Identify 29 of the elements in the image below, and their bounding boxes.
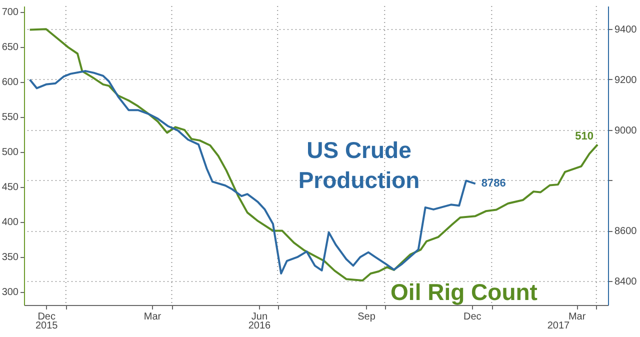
x-tick-label: Dec [38,312,56,322]
x2-tick-label: 2016 [248,320,272,332]
data-label: 8786 [481,178,506,190]
data-label: 510 [575,130,594,143]
y-tick-label: 650 [2,42,19,54]
y2-tick-label: 9400 [614,24,638,36]
x-tick-label: Sep [358,312,376,322]
y-tick-label: 500 [2,147,19,158]
y2-tick-label: 9000 [614,125,638,136]
series-label: Oil Rig Count [390,279,538,305]
x-tick-label: Dec [463,312,482,322]
y-tick-label: 600 [2,77,19,88]
x-tick-label: Mar [568,312,586,322]
y2-tick-label: 8600 [614,226,638,238]
y-tick-label: 400 [2,217,19,228]
y-tick-label: 550 [2,112,19,124]
y-tick-label: 350 [2,252,19,264]
x2-tick-label: 2015 [35,320,58,332]
x-tick-label: Mar [144,312,162,322]
y-tick-label: 300 [2,287,19,298]
y2-tick-label: 8400 [614,276,638,288]
y-tick-label: 450 [2,182,19,194]
series-label: US Crude Production [298,137,420,193]
line-series [28,28,599,282]
line-series [28,70,476,274]
x-tick-label: Jun [251,312,268,322]
y2-tick-label: 9200 [614,74,638,86]
y-tick-label: 700 [2,7,19,18]
x2-tick-label: 2017 [547,320,570,332]
